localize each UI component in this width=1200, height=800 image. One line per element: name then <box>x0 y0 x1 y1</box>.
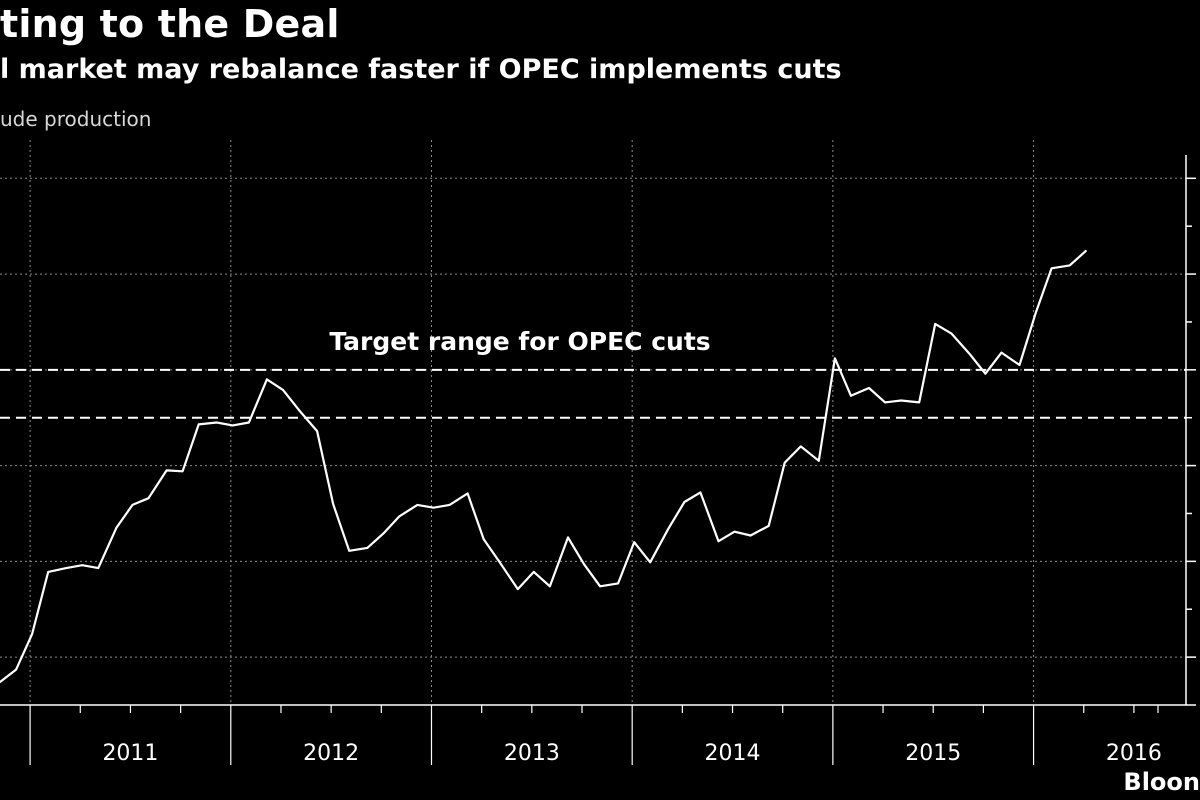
data-point <box>1018 364 1021 366</box>
y-axis-unit-label: ude production <box>0 107 152 131</box>
data-point <box>850 394 852 397</box>
x-tick-label: 2012 <box>303 741 359 766</box>
data-point <box>248 421 250 424</box>
data-point <box>197 423 200 426</box>
data-point <box>1034 312 1037 315</box>
grid-layer <box>0 140 1186 705</box>
x-tick-label: 2011 <box>102 741 158 766</box>
data-point <box>984 372 987 375</box>
data-point <box>298 409 300 411</box>
data-point <box>416 504 419 506</box>
data-point <box>918 401 920 404</box>
data-point <box>266 378 268 381</box>
data-point <box>767 525 770 527</box>
data-point <box>868 387 870 389</box>
data-point <box>583 563 585 565</box>
data-point <box>549 585 551 588</box>
data-point <box>432 506 435 509</box>
chart-title: ting to the Deal <box>0 2 340 46</box>
data-point <box>97 567 100 569</box>
data-point <box>332 503 334 505</box>
series-layer <box>0 250 1087 684</box>
data-point <box>282 389 284 391</box>
data-point <box>733 530 736 533</box>
data-point <box>165 469 168 472</box>
data-point <box>884 401 886 404</box>
axis-layer <box>0 155 1196 765</box>
x-tick-label: 2016 <box>1106 741 1162 766</box>
data-point <box>950 332 953 335</box>
data-point <box>683 501 686 503</box>
data-point <box>800 445 802 448</box>
data-point <box>617 582 619 585</box>
data-point <box>47 571 49 573</box>
data-point <box>131 504 134 506</box>
data-point <box>232 424 234 427</box>
data-point <box>717 540 720 542</box>
data-point <box>599 585 601 588</box>
data-point <box>633 541 635 543</box>
chart-subtitle: l market may rebalance faster if OPEC im… <box>0 54 842 85</box>
data-point <box>81 564 84 566</box>
data-point <box>783 461 786 464</box>
data-point <box>181 470 184 473</box>
data-point <box>398 515 401 518</box>
source-logo: Bloon <box>1123 768 1200 796</box>
target-range-layer <box>0 368 1186 419</box>
data-point <box>1000 351 1003 354</box>
data-point <box>699 491 702 494</box>
data-point <box>482 538 485 541</box>
data-point <box>115 527 118 529</box>
data-point <box>834 357 836 360</box>
data-point <box>1050 267 1053 270</box>
data-point <box>0 681 1 683</box>
data-point <box>348 550 351 552</box>
data-point <box>818 460 820 462</box>
x-tick-label: 2014 <box>705 741 761 766</box>
data-point <box>147 497 150 500</box>
data-point <box>65 567 67 569</box>
data-point <box>900 399 902 402</box>
data-point <box>448 504 451 506</box>
data-point <box>533 571 535 573</box>
data-point <box>749 534 752 537</box>
data-point <box>567 536 569 539</box>
data-point <box>15 668 17 671</box>
data-point <box>968 352 971 355</box>
label-layer: 2011 2012 2013 2014 2015 2016 Target range for… <box>102 327 1161 766</box>
x-tick-label: 2015 <box>905 741 961 766</box>
data-point <box>382 532 385 535</box>
data-point <box>934 323 936 325</box>
data-point <box>31 633 33 635</box>
data-point <box>366 547 369 549</box>
data-point <box>517 588 519 590</box>
data-point <box>667 528 670 530</box>
target-range-label: Target range for OPEC cuts <box>329 327 710 356</box>
data-point <box>1068 264 1071 267</box>
data-point <box>649 561 651 564</box>
data-point <box>498 561 501 564</box>
data-point <box>1084 250 1087 252</box>
x-tick-label: 2013 <box>504 741 560 766</box>
data-point <box>215 421 218 424</box>
data-point <box>466 492 469 495</box>
series-line-0 <box>0 250 1087 684</box>
data-point <box>316 430 318 432</box>
